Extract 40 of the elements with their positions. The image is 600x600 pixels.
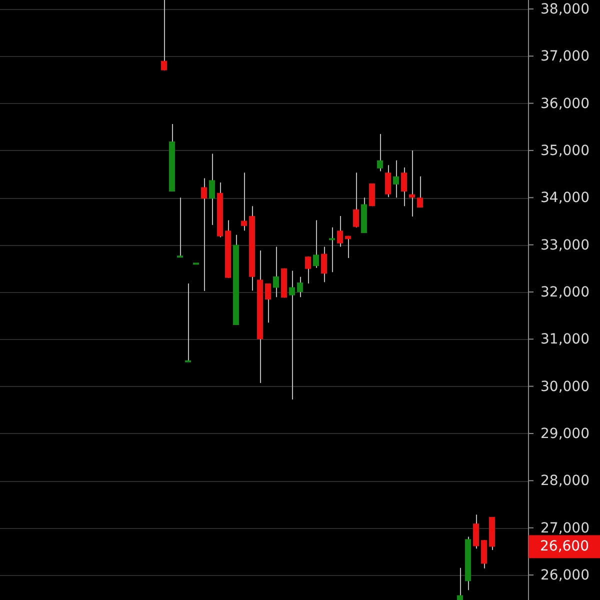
candlestick bbox=[273, 246, 279, 298]
y-tick-label: 28,000 bbox=[540, 473, 590, 490]
candlestick bbox=[209, 153, 215, 226]
candlestick bbox=[177, 197, 183, 258]
candlestick bbox=[161, 0, 167, 71]
candlestick bbox=[385, 164, 391, 198]
candlestick bbox=[457, 567, 463, 600]
candlestick bbox=[481, 540, 487, 569]
y-tick-label: 33,000 bbox=[540, 237, 590, 254]
candlestick bbox=[401, 166, 407, 207]
y-tick-label: 38,000 bbox=[540, 1, 590, 18]
y-tick-label: 37,000 bbox=[540, 48, 590, 65]
candlestick bbox=[345, 235, 351, 259]
candlestick bbox=[185, 282, 191, 362]
candlestick bbox=[297, 276, 303, 298]
y-tick-label: 26,000 bbox=[540, 567, 590, 584]
y-tick-label: 31,000 bbox=[540, 332, 590, 348]
candlestick bbox=[201, 178, 207, 292]
candlestick bbox=[337, 216, 343, 248]
candlestick bbox=[353, 172, 359, 228]
text: 26,600 bbox=[540, 538, 589, 555]
candlestick bbox=[409, 150, 415, 218]
y-tick-label: 34,000 bbox=[540, 190, 590, 206]
candlestick bbox=[473, 514, 479, 550]
y-tick-label: 30,000 bbox=[540, 378, 590, 395]
candlestick bbox=[305, 256, 311, 284]
y-tick-label: 35,000 bbox=[540, 142, 590, 159]
candlestick bbox=[321, 246, 327, 283]
candlestick bbox=[329, 226, 335, 273]
candlestick bbox=[417, 176, 423, 208]
y-tick-label: 36,000 bbox=[540, 96, 590, 112]
candlestick bbox=[377, 133, 383, 172]
candlestick bbox=[289, 270, 295, 400]
candlestick bbox=[393, 160, 399, 198]
y-tick-label: 32,000 bbox=[540, 284, 590, 300]
candlestick bbox=[265, 282, 271, 324]
y-tick-label: 29,000 bbox=[540, 426, 590, 442]
candlestick bbox=[241, 172, 247, 232]
y-tick-label: 27,000 bbox=[540, 520, 590, 536]
candlestick bbox=[313, 220, 319, 268]
